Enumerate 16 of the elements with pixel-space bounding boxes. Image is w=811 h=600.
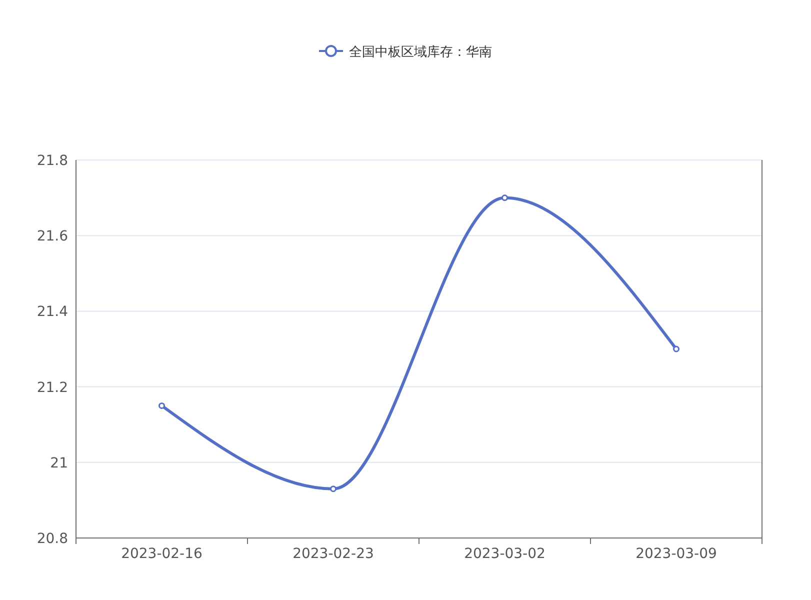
y-tick-label: 21.8 [36, 153, 68, 169]
y-tick-label: 21.6 [36, 228, 68, 245]
y-tick-label: 21.2 [36, 380, 68, 396]
legend: 全国中板区域库存：华南 [319, 45, 492, 60]
x-tick-label: 2023-03-02 [464, 546, 546, 562]
y-tick-label: 21 [50, 455, 68, 472]
legend-label: 全国中板区域库存：华南 [349, 45, 492, 60]
point [158, 402, 165, 409]
y-tick-label: 21.4 [36, 304, 68, 320]
y-tick-label: 20.8 [36, 531, 68, 547]
x-tick-label: 2023-03-09 [636, 546, 717, 562]
x-tick-label: 2023-02-16 [121, 546, 203, 562]
x-tick-label: 2023-02-23 [292, 546, 374, 562]
point [673, 346, 680, 352]
point [502, 194, 508, 202]
point [330, 486, 336, 492]
